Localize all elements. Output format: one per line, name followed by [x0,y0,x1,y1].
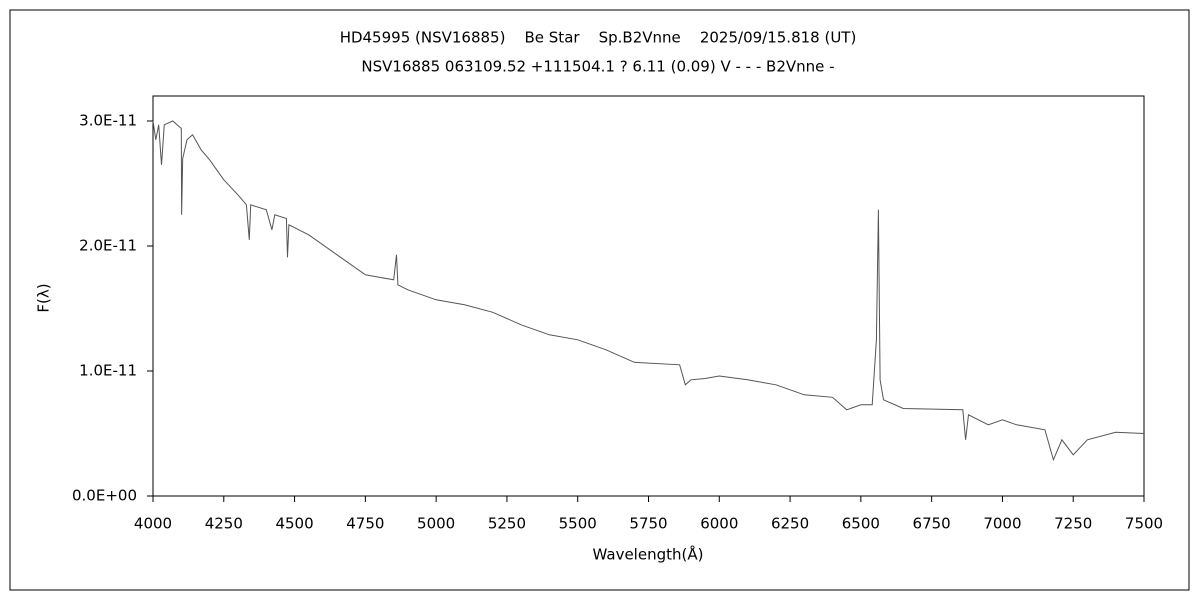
y-tick-label: 3.0E-11 [79,112,137,130]
x-axis-label: Wavelength(Å) [593,545,704,564]
x-tick-label: 7500 [1125,515,1163,533]
x-tick-label: 6500 [842,515,880,533]
chart-subtitle: NSV16885 063109.52 +111504.1 ? 6.11 (0.0… [361,58,834,76]
spectrum-line [152,120,1145,462]
x-tick-label: 4250 [205,515,243,533]
x-tick-label: 6250 [771,515,809,533]
x-tick-label: 5000 [417,515,455,533]
y-tick-label: 0.0E+00 [72,487,137,505]
frame [9,9,1190,591]
x-tick-label: 6750 [913,515,951,533]
x-tick-label: 5750 [629,515,667,533]
x-tick-label: 5500 [559,515,597,533]
x-tick-label: 7250 [1054,515,1092,533]
x-tick-label: 7000 [983,515,1021,533]
x-tick-label: 6000 [700,515,738,533]
x-tick-label: 4500 [275,515,313,533]
x-tick-label: 4750 [346,515,384,533]
x-tick-label: 4000 [134,515,172,533]
y-axis-label: F(λ) [35,283,53,312]
y-tick-label: 1.0E-11 [79,362,137,380]
chart-title: HD45995 (NSV16885) Be Star Sp.B2Vnne 202… [340,29,857,47]
y-tick-label: 2.0E-11 [79,237,137,255]
x-tick-label: 5250 [488,515,526,533]
plot-area [152,95,1145,497]
